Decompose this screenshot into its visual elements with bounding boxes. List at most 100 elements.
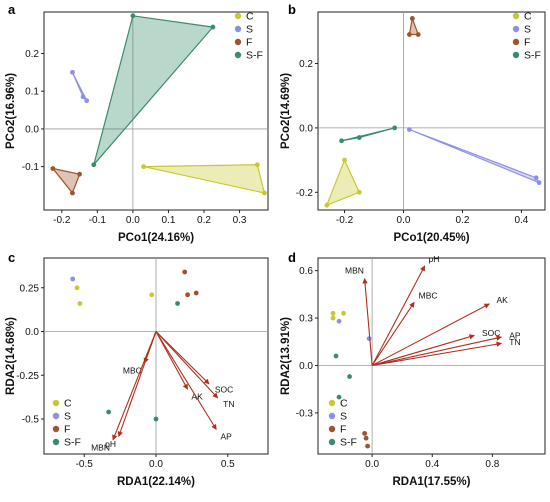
legend-label-s-f: S-F xyxy=(524,50,541,62)
legend-label-s-f: S-F xyxy=(64,437,81,449)
x-tick-label: -0.5 xyxy=(76,459,94,470)
legend-label-s: S xyxy=(340,411,347,423)
point-s-f xyxy=(153,416,159,422)
legend-label-f: F xyxy=(246,37,252,49)
point-c xyxy=(356,189,362,195)
arrow-label-soc: SOC xyxy=(215,385,233,395)
arrow-label-ph: pH xyxy=(105,439,116,449)
arrow-label-ph: pH xyxy=(428,254,439,264)
y-tick-label: 0.25 xyxy=(20,283,40,294)
point-f xyxy=(415,32,421,37)
point-s xyxy=(70,276,76,282)
point-f xyxy=(77,171,82,177)
x-tick-label: -0.1 xyxy=(89,215,107,226)
x-axis-title: PCo1(24.16%) xyxy=(118,232,194,244)
point-c xyxy=(74,285,80,291)
point-s xyxy=(80,94,86,100)
arrow-label-soc: SOC xyxy=(482,328,500,338)
hull-s-f xyxy=(93,15,215,166)
y-tick-label: -0.2 xyxy=(296,188,314,199)
arrow-ph xyxy=(117,331,157,438)
y-tick-label: -0.5 xyxy=(22,415,40,426)
legend-marker-f xyxy=(328,425,336,433)
arrow-ph xyxy=(371,265,426,366)
y-tick-label: 0.1 xyxy=(25,87,39,98)
x-tick-label: -0.2 xyxy=(336,215,354,226)
point-f xyxy=(182,269,188,275)
point-c xyxy=(254,162,260,168)
legend-label-f: F xyxy=(64,424,70,436)
point-s-f xyxy=(392,125,398,131)
plot-frame xyxy=(43,11,269,211)
legend-label-s-f: S-F xyxy=(246,50,263,62)
hull-s xyxy=(409,128,541,184)
x-tick-label: 0.3 xyxy=(233,215,247,226)
point-s xyxy=(84,98,90,104)
arrow-mbn xyxy=(112,331,157,441)
x-tick-label: 0.0 xyxy=(149,459,163,470)
panel-letter: b xyxy=(288,2,296,17)
x-tick-label: 0.0 xyxy=(397,215,411,226)
point-s-f xyxy=(339,138,344,144)
hull-s-f xyxy=(341,127,395,142)
legend-marker-c xyxy=(328,399,336,407)
x-tick-label: 0.4 xyxy=(514,215,528,226)
arrow-soc xyxy=(371,334,475,367)
legend-marker-f xyxy=(234,38,242,46)
legend-marker-s-f xyxy=(234,51,242,59)
plot-frame xyxy=(317,11,546,211)
panel-letter: d xyxy=(288,250,296,265)
legend-label-c: C xyxy=(340,398,348,410)
point-f xyxy=(362,431,368,436)
legend-marker-s xyxy=(52,412,60,420)
x-tick-label: 0.1 xyxy=(161,215,175,226)
x-axis-title: PCo1(20.45%) xyxy=(393,232,469,244)
y-tick-label: 0.0 xyxy=(299,361,313,372)
panel-a: a-0.2 -0.1 0.0 0.1 0.2 0.3-0.10.00.10.2PCo1(2… xyxy=(5,2,269,244)
point-s-f xyxy=(210,24,216,30)
legend-marker-c xyxy=(234,12,242,20)
y-axis-title: PCo2(16.96%) xyxy=(5,73,17,149)
y-tick-label: 0.0 xyxy=(25,124,39,135)
y-axis-title: RDA2(14.68%) xyxy=(5,317,17,395)
legend-label-c: C xyxy=(246,11,254,23)
point-c xyxy=(330,310,336,316)
point-f xyxy=(363,435,369,441)
point-f xyxy=(70,190,75,196)
point-s xyxy=(406,127,412,132)
arrow-label-ap: AP xyxy=(509,330,521,340)
point-s-f xyxy=(130,13,136,19)
arrow-label-tn: TN xyxy=(509,337,520,347)
point-f xyxy=(50,166,56,171)
point-s-f xyxy=(91,162,97,168)
legend-label-f: F xyxy=(340,424,346,436)
arrow-label-mbn: MBN xyxy=(345,266,364,276)
arrow-label-tn: TN xyxy=(223,399,234,409)
point-f xyxy=(365,443,371,449)
legend-marker-c xyxy=(52,399,60,407)
y-tick-label: -0.25 xyxy=(16,371,39,382)
arrow-ap xyxy=(155,331,217,430)
hull-c xyxy=(143,164,266,194)
arrow-tn xyxy=(372,341,502,367)
point-f xyxy=(193,290,199,296)
point-s-f xyxy=(356,135,362,140)
panel-c: c -0.5 0.0 0.5 -0.5 -0.25 0.0 0.25 RDA1(22.14%) R… xyxy=(5,250,269,488)
y-tick-label: 0.0 xyxy=(25,327,39,338)
y-tick-label: 0.6 xyxy=(299,266,313,277)
y-tick-label: -0.3 xyxy=(296,408,314,419)
point-c xyxy=(77,301,83,306)
legend-label-c: C xyxy=(64,398,72,410)
y-axis-title: RDA2(13.91%) xyxy=(280,317,292,395)
x-tick-label: 0.0 xyxy=(365,459,379,470)
point-c xyxy=(330,315,336,321)
point-s xyxy=(70,69,75,75)
legend-marker-s xyxy=(512,25,520,33)
x-axis-title: RDA1(17.55%) xyxy=(393,476,471,488)
panel-b: b -0.2 0.0 0.2 0.4 -0.2 0.0 0.2 PCo1(20.45%) PCo2… xyxy=(280,2,546,244)
arrow-mbc xyxy=(371,301,415,366)
legend-label-c: C xyxy=(524,11,532,23)
y-tick-label: 0.2 xyxy=(299,59,313,70)
y-axis-title: PCo2(14.69%) xyxy=(280,73,292,149)
